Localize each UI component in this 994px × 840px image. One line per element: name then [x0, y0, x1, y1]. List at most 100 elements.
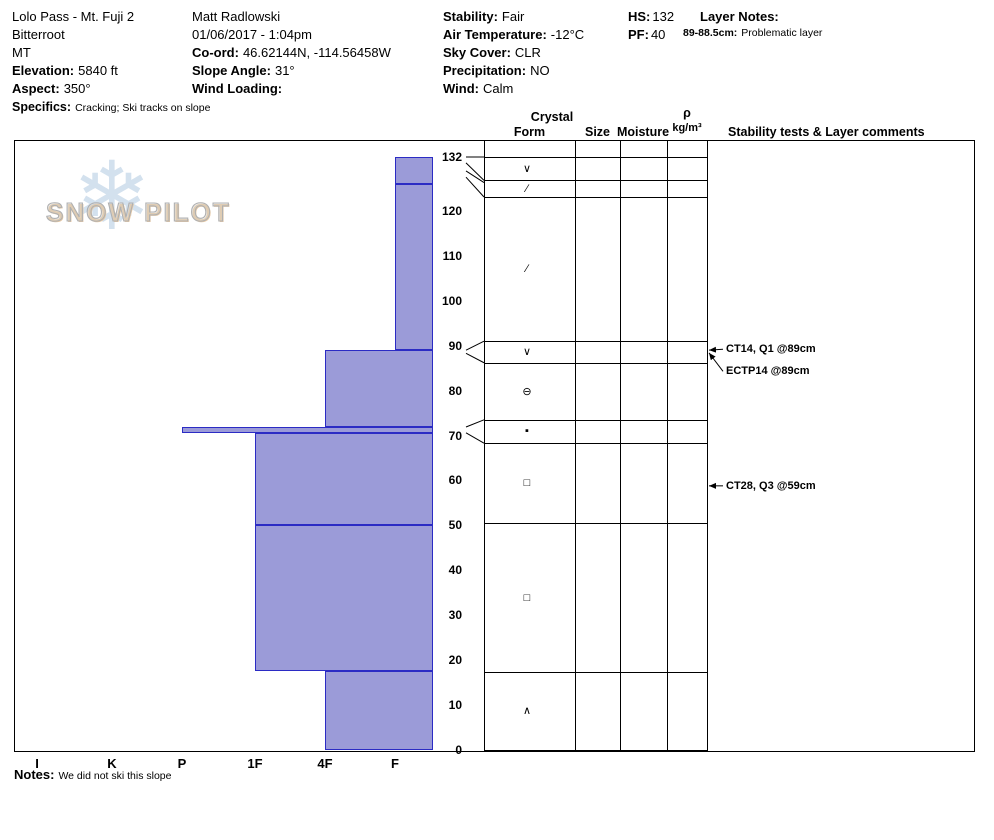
air-temp-label: Air Temperature:	[443, 27, 547, 42]
snow-height-row: HS: 132	[628, 8, 674, 26]
pit-depth-value: 40	[650, 27, 666, 42]
coordinates-value: 46.62144N, -114.56458W	[242, 45, 391, 60]
comments-header: Stability tests & Layer comments	[728, 125, 925, 139]
grain-form-symbol: ∨	[522, 162, 532, 175]
coordinates-row: Co-ord: 46.62144N, -114.56458W	[192, 44, 391, 62]
depth-tick-label: 110	[442, 248, 462, 263]
wind-loading-row: Wind Loading:	[192, 80, 391, 98]
depth-tick-label: 132	[441, 150, 462, 164]
grain-form-symbol: ▪	[525, 425, 529, 438]
depth-tick-label: 100	[441, 293, 462, 308]
chart-outer-border	[14, 140, 975, 752]
grain-form-symbol: □	[523, 591, 531, 604]
hardness-axis-label: 4F	[317, 756, 333, 771]
snow-layer-bar	[255, 525, 433, 672]
snow-layer-bar	[395, 157, 433, 184]
grid-row-line	[484, 443, 707, 445]
snow-layer-bar	[255, 433, 433, 526]
sky-cover-row: Sky Cover: CLR	[443, 44, 584, 62]
grid-line-moisture-rho	[667, 140, 668, 751]
hardness-axis-label: 1F	[247, 756, 263, 771]
aspect-label: Aspect:	[12, 81, 60, 96]
snow-layer-bar	[395, 183, 433, 351]
depth-tick-label: 90	[448, 338, 462, 353]
hardness-axis-label: I	[35, 756, 39, 771]
pit-title: Lolo Pass - Mt. Fuji 2	[12, 9, 135, 24]
specifics-row: Specifics: Cracking; Ski tracks on slope	[12, 98, 210, 117]
stability-value: Fair	[501, 9, 525, 24]
depth-tick-label: 0	[455, 743, 462, 757]
state: MT	[12, 45, 31, 60]
grid-line-form-left	[484, 140, 485, 751]
depth-tick-label: 70	[448, 428, 462, 443]
snow-layer-bar	[325, 350, 433, 427]
stability-test-annotation: ECTP14 @89cm	[726, 365, 810, 378]
precipitation-value: NO	[530, 63, 550, 78]
mountain-range: Bitterroot	[12, 27, 65, 42]
grid-row-line	[484, 157, 707, 158]
grain-form-symbol: □	[523, 477, 531, 490]
stability-test-annotation: CT28, Q3 @59cm	[726, 479, 816, 492]
conditions-column: Stability: Fair Air Temperature: -12°C Sky…	[443, 8, 584, 98]
coordinates-label: Co-ord:	[192, 45, 239, 60]
depth-tick-label: 50	[448, 518, 462, 533]
stability-test-annotation: CT14, Q1 @89cm	[726, 343, 816, 356]
air-temp-row: Air Temperature: -12°C	[443, 26, 584, 44]
grain-form-symbol: ∕	[526, 263, 528, 276]
wind-label: Wind:	[443, 81, 479, 96]
grid-line-form-size	[575, 140, 576, 751]
layer-notes-column: Layer Notes: 89-88.5cm: Problematic layer	[683, 8, 983, 41]
crystal-header: Crystal	[530, 110, 574, 124]
wind-loading-label: Wind Loading:	[192, 81, 283, 96]
grid-row-line	[484, 341, 707, 343]
pit-datetime: 01/06/2017 - 1:04pm	[192, 27, 312, 42]
grid-row-line	[484, 523, 707, 525]
snowflake-icon: ❄	[72, 144, 152, 250]
grid-line-rho-comments	[707, 140, 708, 751]
depth-tick-label: 20	[448, 653, 462, 668]
logo-text: SNOW PILOT	[45, 196, 231, 227]
elevation-value: 5840 ft	[78, 63, 118, 78]
elevation-label: Elevation:	[12, 63, 75, 78]
size-header: Size	[584, 125, 610, 139]
pit-depth-label: PF:	[628, 27, 649, 42]
grain-form-symbol: ∨	[522, 345, 532, 358]
moisture-header: Moisture	[616, 125, 670, 139]
density-header: ρ	[683, 106, 691, 120]
air-temp-value: -12°C	[550, 27, 585, 42]
grid-row-line	[484, 750, 707, 751]
wind-value: Calm	[482, 81, 514, 96]
depth-tick-label: 10	[448, 698, 462, 713]
hardness-axis-label: F	[391, 756, 399, 771]
precipitation-row: Precipitation: NO	[443, 62, 584, 80]
layer-note-text: Problematic layer	[741, 27, 823, 39]
hardness-axis-label: K	[107, 756, 117, 771]
grid-row-line	[484, 419, 707, 421]
grain-form-symbol: ∧	[522, 704, 532, 717]
hardness-axis-label: P	[177, 756, 187, 771]
aspect-row: Aspect: 350°	[12, 80, 210, 98]
grid-row-line	[484, 196, 707, 198]
sky-cover-value: CLR	[514, 45, 541, 60]
layer-note-depth: 89-88.5cm:	[683, 27, 738, 39]
snow-layer-bar	[325, 671, 433, 750]
notes-text: We did not ski this slope	[58, 770, 172, 782]
stability-label: Stability:	[443, 9, 498, 24]
precipitation-label: Precipitation:	[443, 63, 527, 78]
specifics-value: Cracking; Ski tracks on slope	[75, 102, 211, 114]
specifics-label: Specifics:	[12, 100, 72, 114]
pit-depth-row: PF: 40	[628, 26, 674, 44]
slope-angle-row: Slope Angle: 31°	[192, 62, 391, 80]
layer-notes-label: Layer Notes:	[700, 9, 779, 24]
totals-column: HS: 132 PF: 40	[628, 8, 674, 44]
wind-row: Wind: Calm	[443, 80, 584, 98]
layer-note-entry: 89-88.5cm: Problematic layer	[683, 26, 983, 41]
snow-layer-bar	[182, 426, 433, 434]
site-info-column: Lolo Pass - Mt. Fuji 2 Bitterroot MT Ele…	[12, 8, 210, 117]
grain-form-symbol: ∕	[526, 182, 528, 195]
sky-cover-label: Sky Cover:	[443, 45, 511, 60]
grain-form-symbol: ⊖	[522, 385, 532, 398]
grid-row-line	[484, 671, 707, 673]
slope-angle-label: Slope Angle:	[192, 63, 271, 78]
